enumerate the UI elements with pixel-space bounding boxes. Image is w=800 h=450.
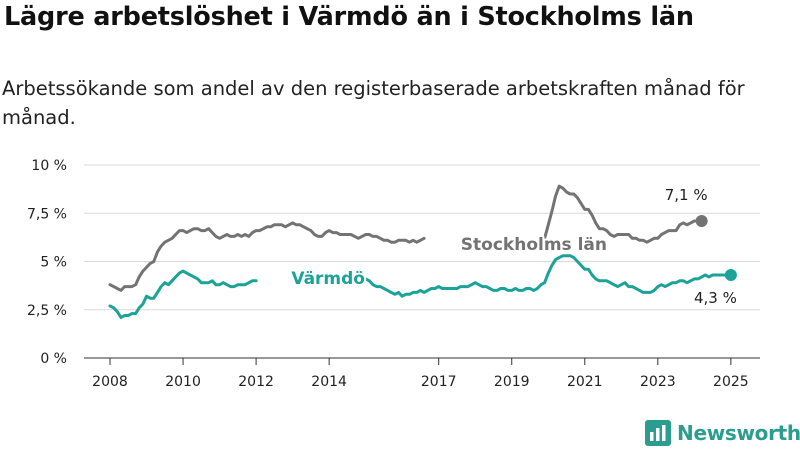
y-tick-label: 10 % [31,158,67,174]
x-tick-label: 2010 [165,374,201,390]
logo-text: Newsworthy [677,421,800,445]
end-value-label: 7,1 % [665,186,708,204]
series-line [108,221,426,292]
series-label: Stockholms län [461,235,607,255]
series-line [342,254,733,298]
x-axis: 2008 2010 2012 2014 2017 2019 2021 2023 2025 [92,358,749,390]
x-tick-label: 2012 [238,374,274,390]
series-line [543,184,704,244]
chart-title: Lägre arbetslöshet i Värmdö än i Stockho… [4,2,694,32]
newsworthy-logo-icon [645,420,671,446]
y-tick-label: 5 % [40,255,67,271]
x-tick-label: 2008 [92,374,128,390]
x-tick-label: 2025 [713,374,749,390]
labels-layer: Stockholms län 7,1 % Värmdö 4,3 % [289,184,738,308]
x-tick-label: 2023 [640,374,676,390]
y-axis: 0 % 2,5 % 5 % 7,5 % 10 % [27,158,67,367]
grid-lines [84,164,760,359]
chart-subtitle: Arbetssökande som andel av den registerb… [2,77,745,129]
series-layer [108,184,737,319]
y-tick-label: 7,5 % [27,206,67,222]
x-tick-label: 2021 [567,374,603,390]
y-tick-label: 2,5 % [27,303,67,319]
end-marker [695,214,708,227]
end-value-label: 4,3 % [694,289,737,307]
x-tick-label: 2017 [421,374,457,390]
x-tick-label: 2014 [311,374,347,390]
x-tick-label: 2019 [494,374,530,390]
y-tick-label: 0 % [40,351,67,367]
series-line [108,269,258,319]
end-marker [724,269,737,282]
newsworthy-logo: Newsworthy [645,419,800,447]
series-label: Värmdö [291,269,365,289]
